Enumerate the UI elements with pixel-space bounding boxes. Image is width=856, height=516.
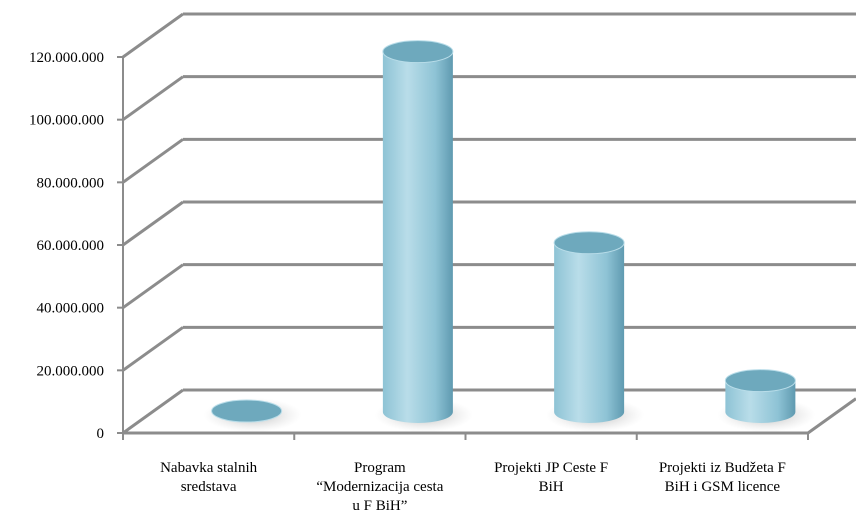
bar-body [382, 51, 453, 424]
bar-top-cap [211, 399, 283, 423]
gridline-side [122, 263, 184, 309]
y-tick-label: 100.000.000 [29, 113, 104, 129]
x-category-label-line: Nabavka stalnih [160, 460, 258, 476]
x-category-label-line: “Modernizacija cesta [316, 479, 443, 495]
bar-cylinder [203, 398, 302, 432]
gridline-side [122, 200, 184, 247]
gridline-side [122, 388, 184, 435]
axes [117, 56, 856, 440]
x-category-label-line: u F BiH” [352, 498, 407, 514]
x-category-label: Projekti iz Budžeta F BiH i GSM licence [659, 460, 786, 495]
gridline-side [122, 12, 184, 59]
y-tick-label: 120.000.000 [29, 50, 104, 66]
y-tick-label: 40.000.000 [37, 301, 105, 317]
gridline-side [122, 75, 184, 121]
bars [203, 40, 816, 432]
bar-cylinder [374, 40, 473, 432]
x-category-label: Program “Modernizacija cesta u F BiH” [316, 460, 443, 514]
x-category-label-line: BiH i GSM licence [665, 479, 781, 495]
x-category-label-line: Projekti JP Ceste F [494, 460, 608, 476]
bar-cylinder [546, 231, 645, 432]
y-tick-labels: 0 20.000.000 40.000.000 60.000.000 80.000.00… [29, 50, 104, 442]
gridline-side [122, 138, 184, 184]
category-labels: Nabavka stalnih sredstava Program “Moderniz… [160, 460, 786, 514]
floor-right-edge [807, 397, 856, 435]
gridlines [122, 12, 856, 435]
x-category-label-line: sredstava [181, 479, 237, 495]
x-category-label-line: Projekti iz Budžeta F [659, 460, 786, 476]
bar-cylinder [717, 369, 816, 432]
bar-body [554, 242, 625, 424]
bar-body [725, 380, 796, 424]
x-category-label-line: BiH [539, 479, 564, 495]
y-tick-label: 80.000.000 [37, 175, 105, 191]
y-tick-label: 60.000.000 [37, 238, 105, 254]
y-tick-label: 20.000.000 [37, 363, 105, 379]
bar-top-cap [724, 369, 796, 393]
y-tick-label: 0 [97, 426, 105, 442]
bar-top-cap [382, 40, 454, 64]
x-category-label: Projekti JP Ceste F BiH [494, 460, 608, 495]
gridline-side [122, 326, 184, 372]
x-category-label-line: Program [354, 460, 406, 476]
bar-top-cap [553, 231, 625, 255]
x-category-label: Nabavka stalnih sredstava [160, 460, 258, 495]
